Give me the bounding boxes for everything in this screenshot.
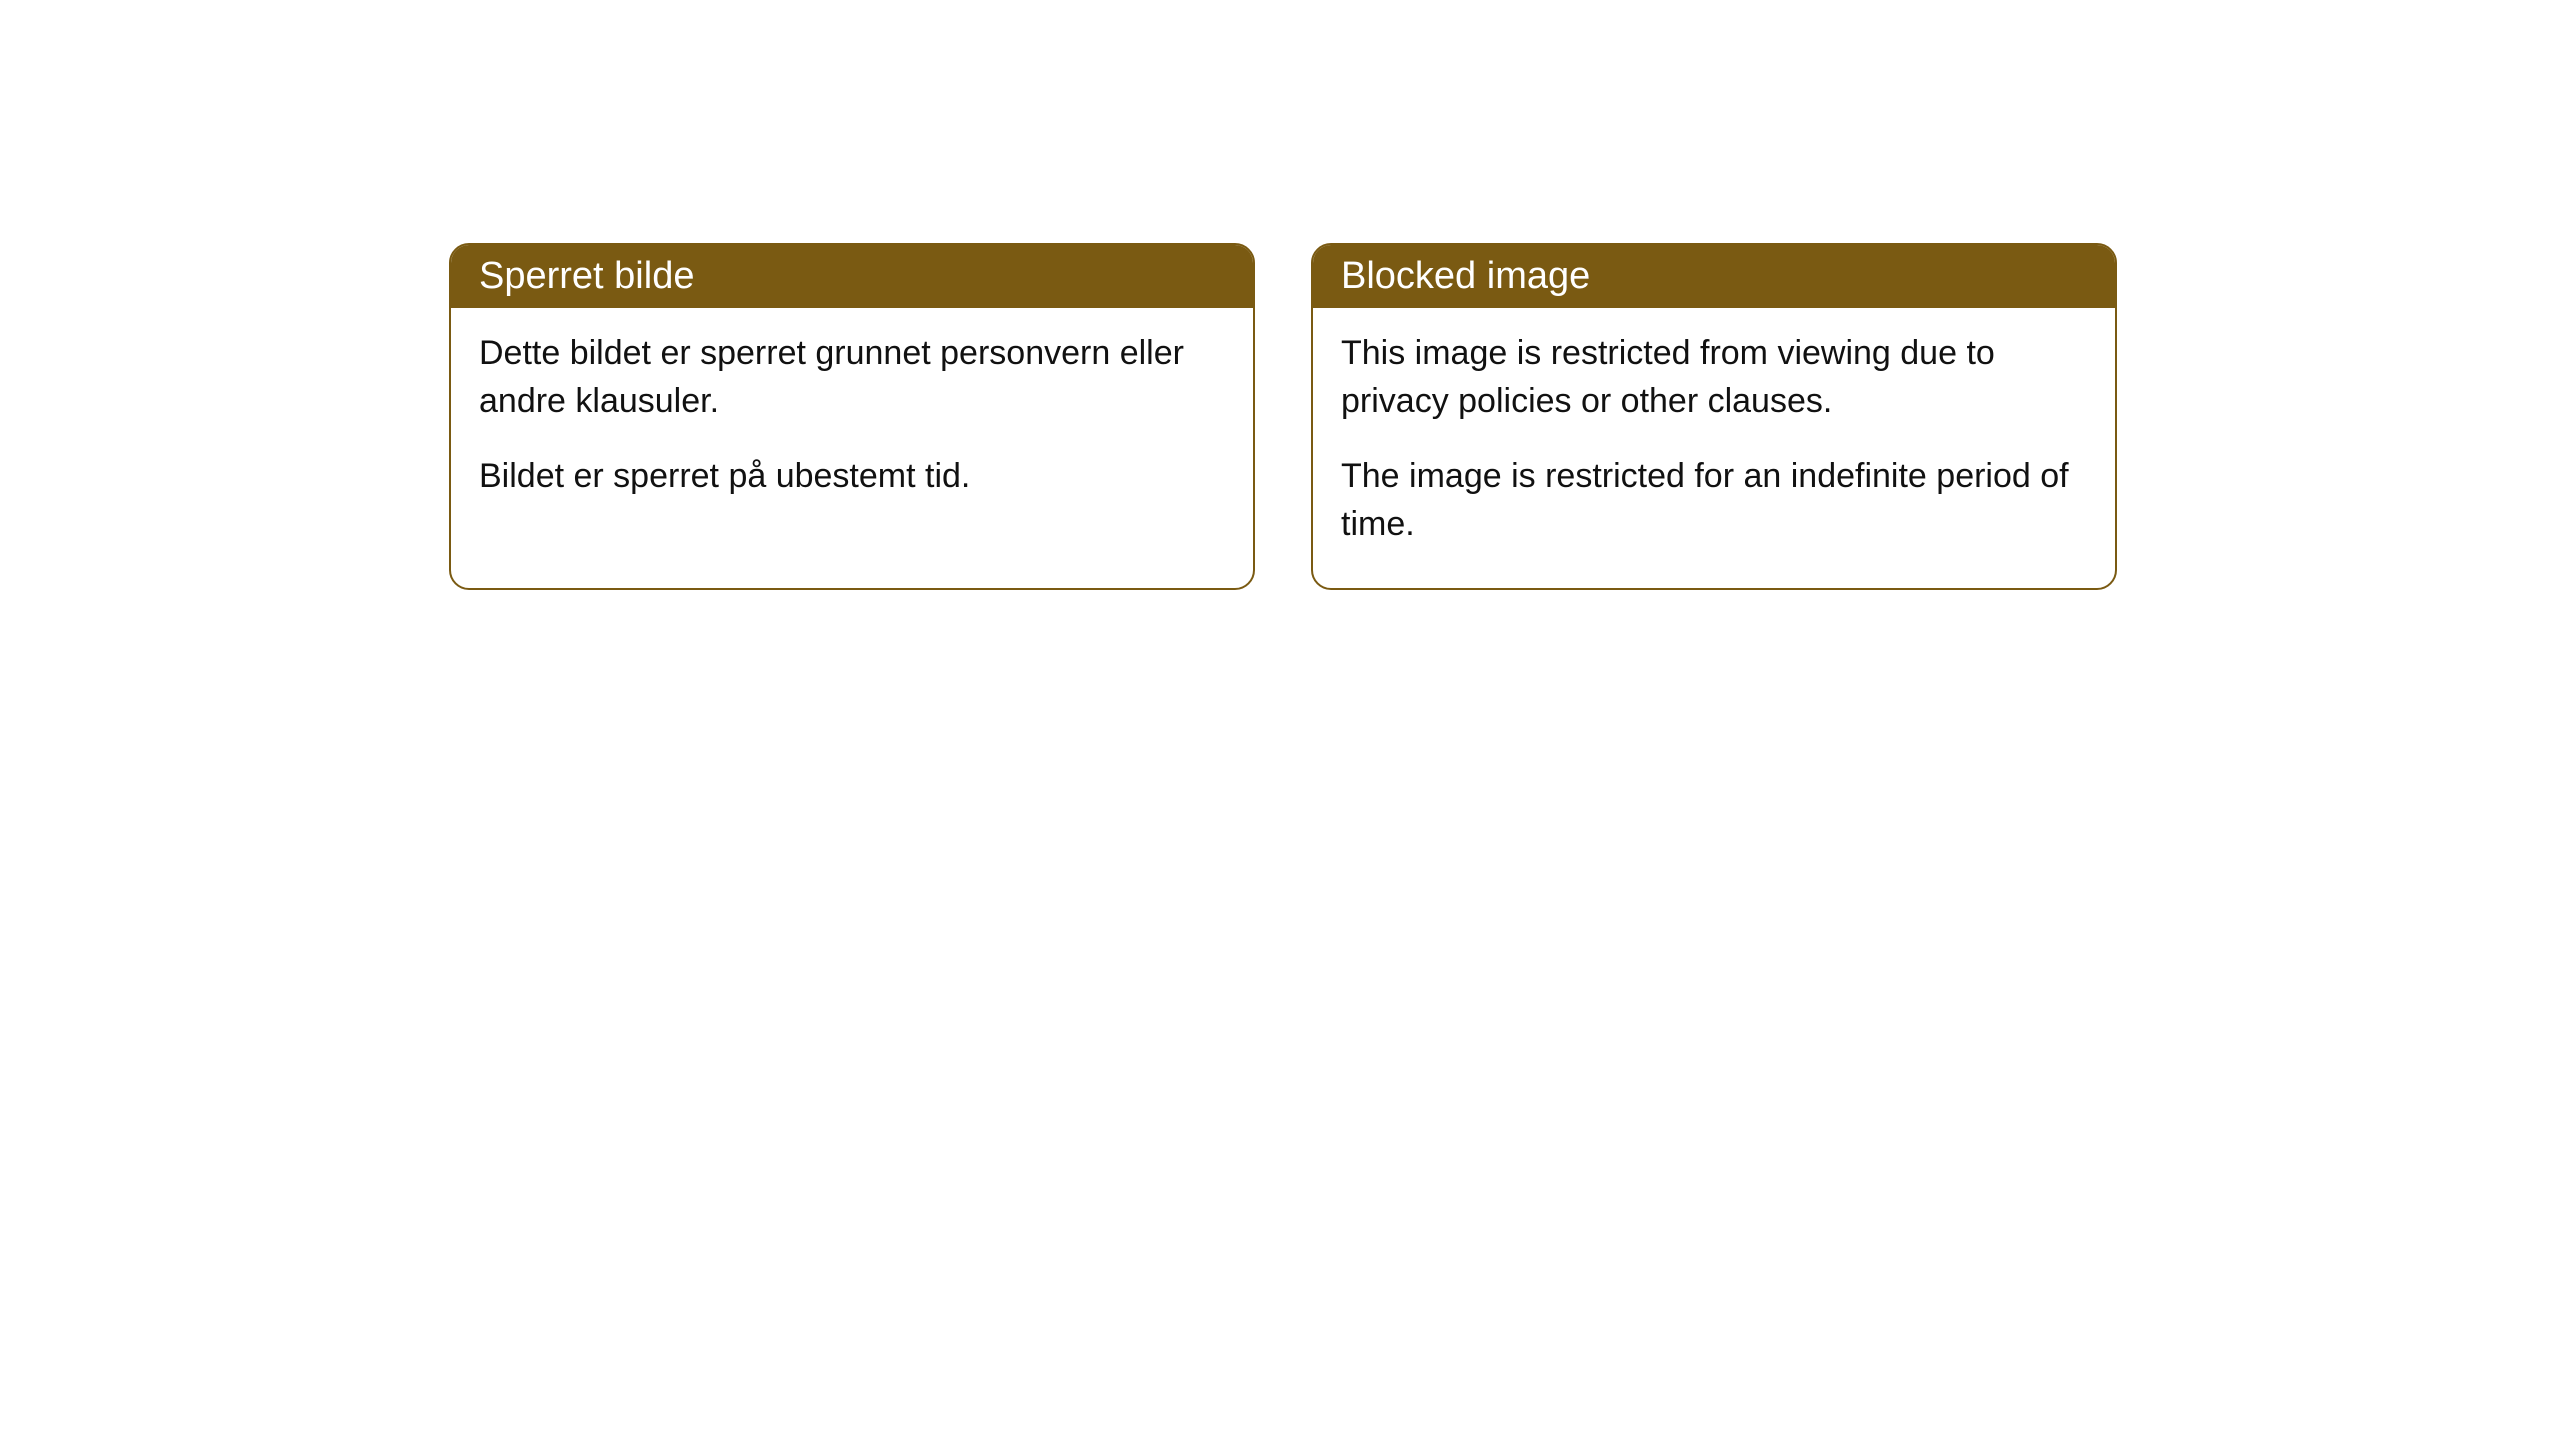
card-paragraph-2: The image is restricted for an indefinit… xyxy=(1341,453,2087,548)
notice-card-norwegian: Sperret bilde Dette bildet er sperret gr… xyxy=(449,243,1255,590)
card-paragraph-1: This image is restricted from viewing du… xyxy=(1341,330,2087,425)
card-body: This image is restricted from viewing du… xyxy=(1313,308,2115,588)
card-title: Sperret bilde xyxy=(479,255,694,297)
card-body: Dette bildet er sperret grunnet personve… xyxy=(451,308,1253,541)
card-paragraph-1: Dette bildet er sperret grunnet personve… xyxy=(479,330,1225,425)
notice-cards-container: Sperret bilde Dette bildet er sperret gr… xyxy=(449,243,2117,590)
card-title: Blocked image xyxy=(1341,255,1590,297)
card-header: Sperret bilde xyxy=(451,245,1253,308)
card-paragraph-2: Bildet er sperret på ubestemt tid. xyxy=(479,453,1225,501)
card-header: Blocked image xyxy=(1313,245,2115,308)
notice-card-english: Blocked image This image is restricted f… xyxy=(1311,243,2117,590)
